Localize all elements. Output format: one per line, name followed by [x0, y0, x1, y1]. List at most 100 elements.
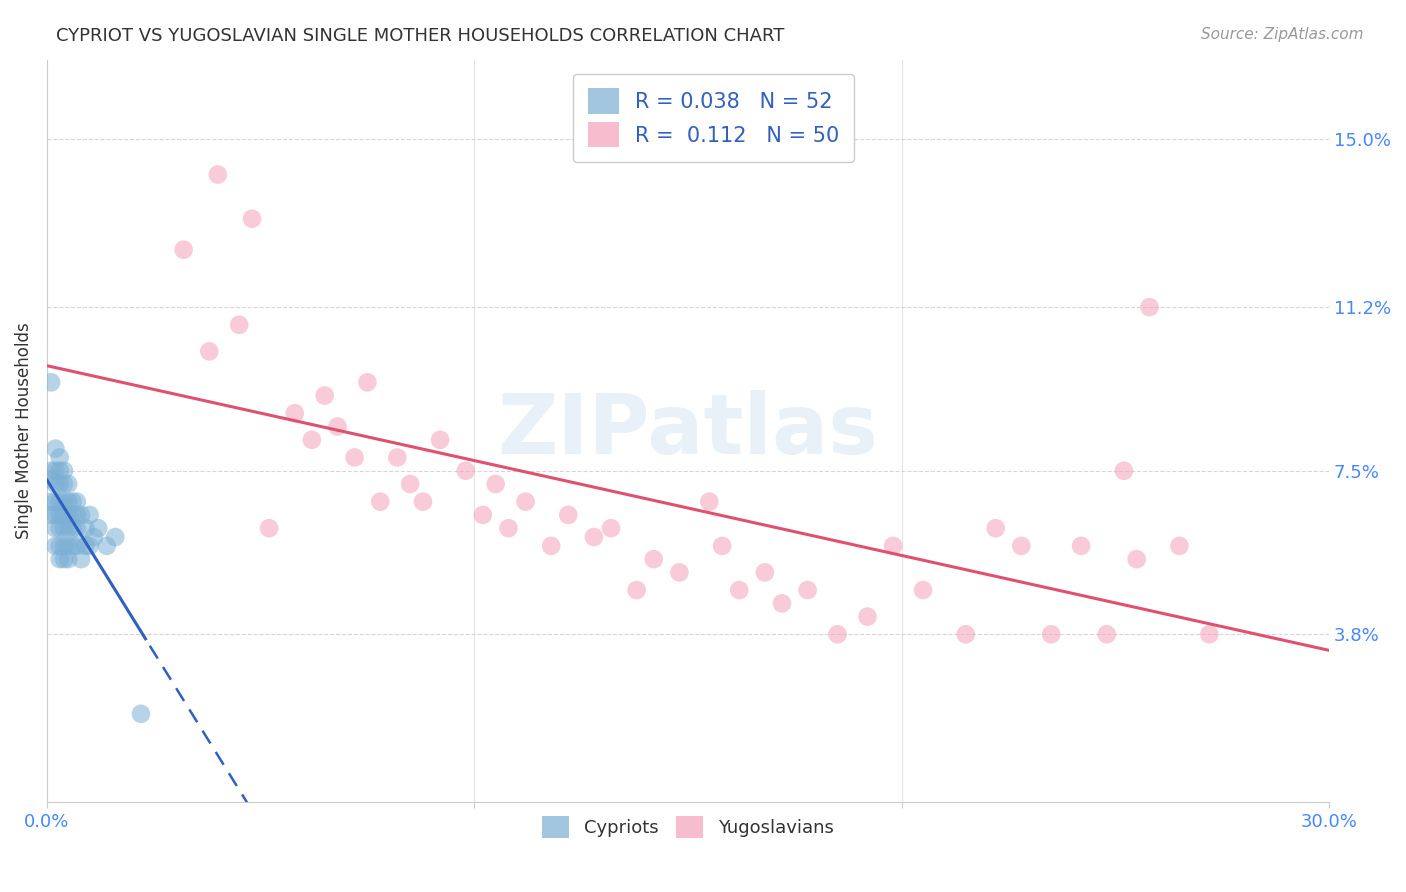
Point: [48, 477, 70, 491]
Point: [412, 494, 434, 508]
Point: [643, 552, 665, 566]
Point: [454, 464, 477, 478]
Point: [96, 539, 118, 553]
Point: [62, 521, 84, 535]
Point: [83, 530, 105, 544]
Point: [697, 494, 720, 508]
Point: [87, 521, 110, 535]
Point: [485, 477, 508, 491]
Point: [356, 376, 378, 390]
Point: [62, 508, 84, 522]
Point: [429, 433, 451, 447]
Point: [515, 494, 537, 508]
Point: [48, 450, 70, 465]
Point: [66, 539, 89, 553]
Point: [1040, 627, 1063, 641]
Point: [582, 530, 605, 544]
Text: CYPRIOT VS YUGOSLAVIAN SINGLE MOTHER HOUSEHOLDS CORRELATION CHART: CYPRIOT VS YUGOSLAVIAN SINGLE MOTHER HOU…: [56, 27, 785, 45]
Point: [207, 168, 229, 182]
Point: [75, 539, 97, 553]
Point: [48, 521, 70, 535]
Point: [314, 388, 336, 402]
Point: [48, 494, 70, 508]
Point: [770, 596, 793, 610]
Point: [70, 552, 93, 566]
Point: [70, 508, 93, 522]
Point: [44, 442, 66, 456]
Point: [796, 583, 818, 598]
Point: [44, 539, 66, 553]
Point: [79, 508, 101, 522]
Point: [326, 419, 349, 434]
Point: [399, 477, 422, 491]
Point: [62, 539, 84, 553]
Point: [53, 464, 76, 478]
Point: [626, 583, 648, 598]
Point: [79, 539, 101, 553]
Point: [600, 521, 623, 535]
Point: [53, 552, 76, 566]
Point: [240, 211, 263, 226]
Point: [53, 521, 76, 535]
Point: [44, 508, 66, 522]
Point: [53, 508, 76, 522]
Point: [498, 521, 520, 535]
Point: [557, 508, 579, 522]
Point: [198, 344, 221, 359]
Point: [1112, 464, 1135, 478]
Point: [856, 609, 879, 624]
Point: [129, 706, 152, 721]
Point: [882, 539, 904, 553]
Point: [1198, 627, 1220, 641]
Point: [48, 552, 70, 566]
Point: [62, 494, 84, 508]
Point: [173, 243, 195, 257]
Point: [228, 318, 250, 332]
Point: [44, 494, 66, 508]
Text: Source: ZipAtlas.com: Source: ZipAtlas.com: [1201, 27, 1364, 42]
Point: [44, 521, 66, 535]
Point: [343, 450, 366, 465]
Point: [39, 494, 62, 508]
Point: [48, 539, 70, 553]
Point: [984, 521, 1007, 535]
Point: [284, 406, 307, 420]
Point: [66, 521, 89, 535]
Point: [668, 566, 690, 580]
Point: [75, 521, 97, 535]
Point: [58, 508, 80, 522]
Point: [257, 521, 280, 535]
Point: [754, 566, 776, 580]
Point: [58, 494, 80, 508]
Point: [471, 508, 494, 522]
Point: [368, 494, 391, 508]
Point: [53, 539, 76, 553]
Point: [1168, 539, 1191, 553]
Point: [827, 627, 849, 641]
Point: [1070, 539, 1092, 553]
Point: [711, 539, 734, 553]
Point: [387, 450, 409, 465]
Point: [44, 464, 66, 478]
Point: [104, 530, 127, 544]
Point: [39, 508, 62, 522]
Point: [955, 627, 977, 641]
Point: [39, 464, 62, 478]
Point: [58, 539, 80, 553]
Y-axis label: Single Mother Households: Single Mother Households: [15, 323, 32, 540]
Point: [39, 376, 62, 390]
Point: [58, 477, 80, 491]
Point: [1139, 300, 1161, 314]
Point: [66, 508, 89, 522]
Point: [1095, 627, 1118, 641]
Point: [39, 473, 62, 487]
Point: [728, 583, 751, 598]
Point: [1010, 539, 1032, 553]
Legend: Cypriots, Yugoslavians: Cypriots, Yugoslavians: [534, 809, 841, 846]
Point: [66, 494, 89, 508]
Point: [911, 583, 934, 598]
Text: ZIPatlas: ZIPatlas: [498, 391, 879, 472]
Point: [1125, 552, 1147, 566]
Point: [44, 477, 66, 491]
Point: [48, 464, 70, 478]
